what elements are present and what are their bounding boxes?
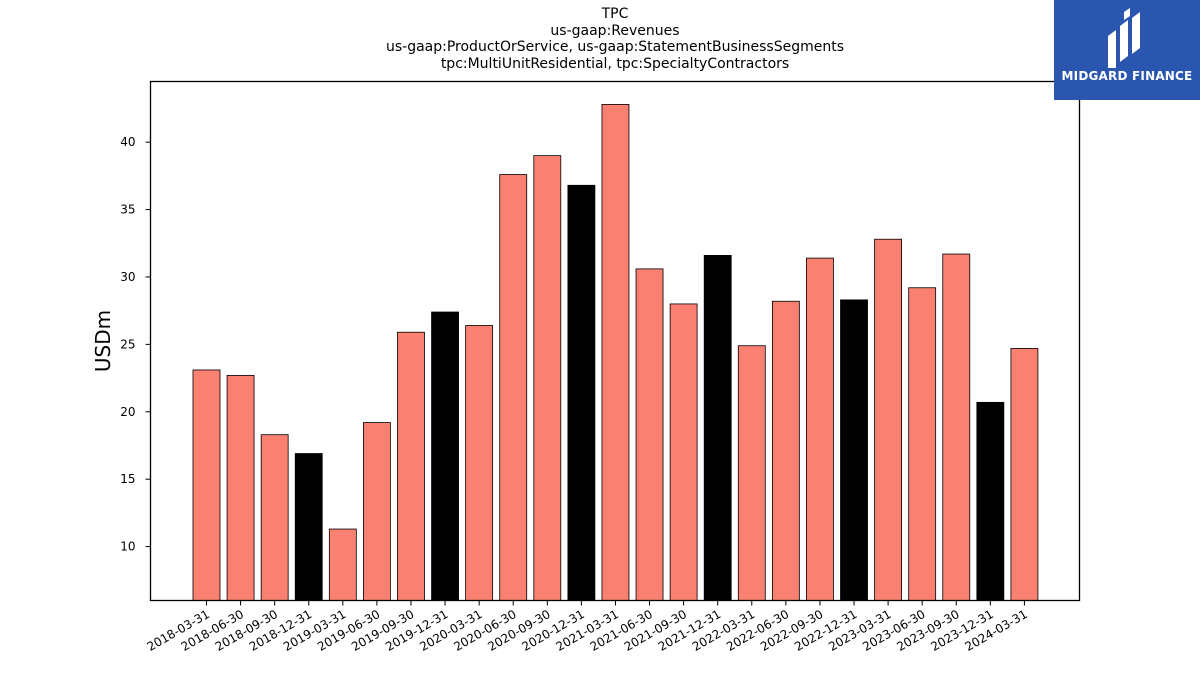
midgard-logo-icon bbox=[1108, 8, 1140, 68]
bar-2019-06-30 bbox=[362, 422, 391, 601]
bar-2019-12-31 bbox=[431, 311, 459, 601]
y-axis-label: USDm bbox=[91, 310, 115, 372]
bar-2023-12-31 bbox=[976, 401, 1005, 601]
y-tick-label: 15 bbox=[120, 472, 135, 486]
logo-text: MIDGARD FINANCE bbox=[1061, 69, 1193, 83]
chart-title: TPC bbox=[601, 6, 629, 22]
midgard-finance-logo: MIDGARD FINANCE bbox=[1054, 0, 1200, 100]
bar-2019-03-31 bbox=[328, 528, 357, 601]
bar-2022-06-30 bbox=[771, 300, 800, 601]
bar-2018-03-31 bbox=[192, 369, 221, 601]
bar-2018-12-31 bbox=[294, 453, 323, 601]
bar-2023-09-30 bbox=[942, 253, 971, 601]
bar-2020-06-30 bbox=[499, 174, 528, 601]
chart-subtitle-members: tpc:MultiUnitResidential, tpc:SpecialtyC… bbox=[440, 55, 790, 72]
y-tick-label: 10 bbox=[120, 540, 135, 554]
bar-2018-09-30 bbox=[260, 434, 289, 601]
chart-title-block: TPC us-gaap:Revenues us-gaap:ProductOrSe… bbox=[150, 6, 1080, 72]
bar-2021-09-30 bbox=[669, 303, 698, 601]
y-tick-label: 40 bbox=[120, 135, 135, 149]
bar-2020-12-31 bbox=[567, 184, 596, 601]
bar-2023-06-30 bbox=[908, 287, 937, 601]
chart-subtitle-axes: us-gaap:ProductOrService, us-gaap:Statem… bbox=[385, 39, 844, 55]
bar-2020-03-31 bbox=[465, 325, 494, 601]
bar-2021-12-31 bbox=[703, 254, 732, 601]
y-tick-label: 30 bbox=[120, 270, 135, 284]
y-tick-label: 35 bbox=[120, 203, 135, 217]
bar-2021-06-30 bbox=[635, 268, 664, 601]
y-tick-label: 20 bbox=[120, 405, 135, 419]
bar-2018-06-30 bbox=[226, 374, 255, 601]
bar-2022-09-30 bbox=[806, 257, 834, 601]
bar-2024-03-31 bbox=[1010, 348, 1039, 601]
chart-subtitle-metric: us-gaap:Revenues bbox=[550, 22, 680, 39]
bar-2019-09-30 bbox=[397, 331, 425, 601]
bar-2022-03-31 bbox=[737, 345, 766, 601]
x-axis: 2018-03-312018-06-302018-09-302018-12-31… bbox=[145, 600, 1030, 654]
bar-2022-12-31 bbox=[840, 299, 868, 601]
y-tick-label: 25 bbox=[120, 337, 135, 351]
bar-2020-09-30 bbox=[533, 155, 562, 601]
y-axis: 10 15 20 25 30 35 40 bbox=[120, 135, 151, 554]
bar-series bbox=[192, 104, 1039, 601]
bar-2021-03-31 bbox=[601, 104, 630, 601]
plot-frame bbox=[149, 80, 1081, 602]
bar-2023-03-31 bbox=[874, 238, 902, 601]
